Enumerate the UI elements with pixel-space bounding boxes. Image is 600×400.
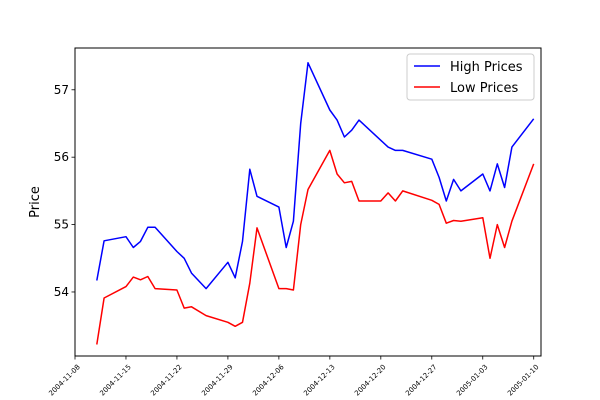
legend-label: High Prices: [450, 60, 523, 75]
series-line-high: [96, 62, 535, 290]
legend-label: Low Prices: [450, 81, 518, 96]
legend: High Prices Low Prices: [406, 53, 535, 101]
series-line-low: [96, 149, 535, 345]
y-tick-label: 56: [54, 150, 69, 164]
y-tick-label: 55: [54, 218, 69, 232]
series-layer: [96, 62, 535, 345]
y-axis-label: Price: [28, 186, 43, 218]
plot-frame: [74, 47, 542, 357]
y-tick-label: 54: [54, 285, 69, 299]
y-tick-label: 57: [54, 83, 69, 97]
